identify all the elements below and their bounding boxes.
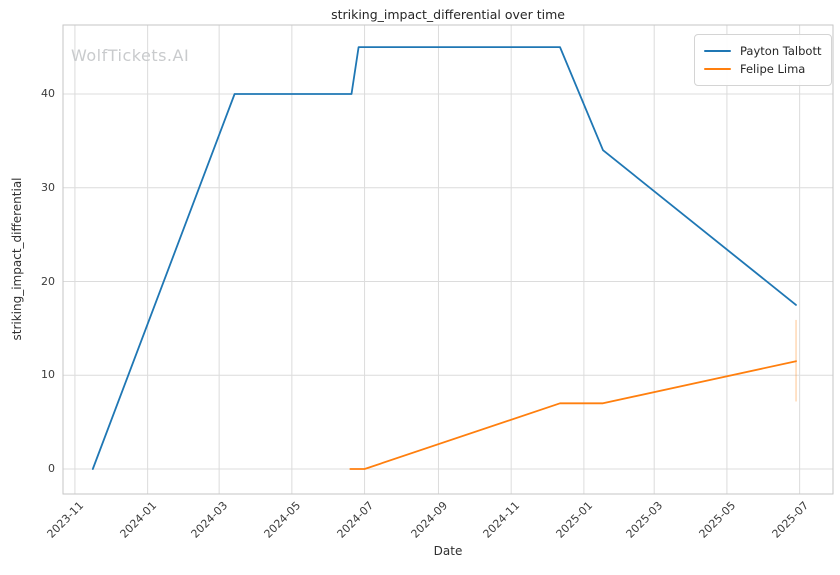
y-tick-label: 10 bbox=[41, 368, 55, 382]
y-axis-label: striking_impact_differential bbox=[10, 177, 24, 341]
chart-title: striking_impact_differential over time bbox=[331, 7, 565, 22]
watermark-text: WolfTickets.AI bbox=[71, 46, 190, 65]
series-line bbox=[91, 46, 797, 470]
legend-label: Payton Talbott bbox=[740, 44, 822, 58]
series-line bbox=[349, 360, 797, 470]
legend-line-sample bbox=[704, 68, 731, 70]
y-tick-label: 0 bbox=[48, 462, 55, 475]
legend-item-payton-talbott: Payton Talbott bbox=[704, 42, 821, 60]
legend-label: Felipe Lima bbox=[740, 62, 806, 76]
legend-item-felipe-lima: Felipe Lima bbox=[704, 60, 821, 78]
y-tick-label: 40 bbox=[41, 87, 55, 100]
legend: Payton Talbott Felipe Lima bbox=[694, 34, 833, 86]
x-axis-label: Date bbox=[433, 544, 463, 558]
y-tick-label: 20 bbox=[41, 274, 55, 288]
y-tick-label: 30 bbox=[41, 180, 55, 194]
plot-border bbox=[62, 24, 834, 495]
legend-line-sample bbox=[704, 50, 731, 52]
